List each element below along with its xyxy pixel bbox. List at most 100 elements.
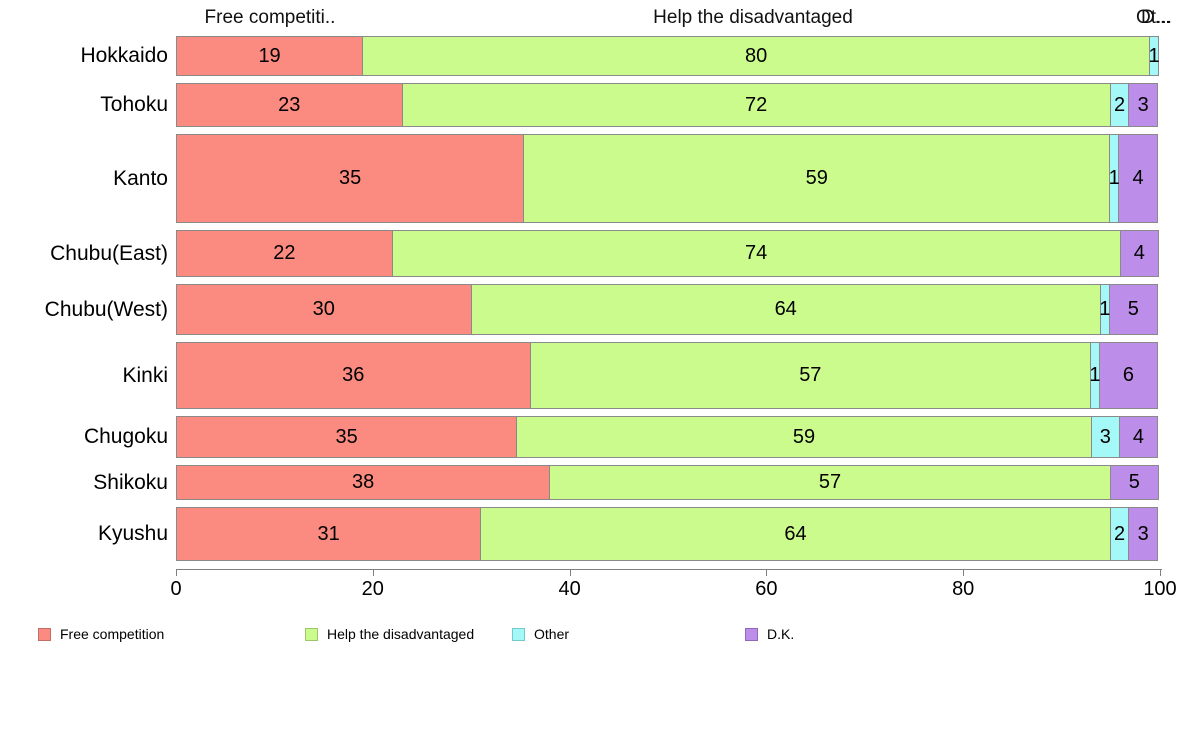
bar-row-chubu-west: Chubu(West)306415 <box>0 284 1188 335</box>
bar-row-chugoku: Chugoku 35 59 34 <box>0 416 1188 458</box>
segment-other: 1 <box>1149 36 1159 76</box>
stacked-bar: 306415 <box>176 284 1161 335</box>
segment-help-the-disadvantaged: 64 <box>471 284 1101 335</box>
stacked-bar: 35 59 34 <box>176 416 1161 458</box>
x-axis-tick <box>570 569 571 576</box>
segment-value: 4 <box>1133 426 1144 449</box>
segment-help-the-disadvantaged: 80 <box>362 36 1150 76</box>
segment-d-k: 3 <box>1128 507 1158 561</box>
x-axis-tick-label: 40 <box>558 578 580 601</box>
category-label-hokkaido: Hokkaido <box>0 36 168 76</box>
column-header-help-the-disadvantaged: Help the disadvantaged <box>653 7 853 29</box>
legend-label: Help the disadvantaged <box>327 626 474 642</box>
segment-value: 3 <box>1138 94 1149 117</box>
segment-free-competition: 38 <box>176 465 550 500</box>
legend-swatch-d-k <box>745 628 758 641</box>
segment-value: 38 <box>352 471 374 494</box>
x-axis-tick <box>176 569 177 576</box>
x-axis-tick-label: 80 <box>952 578 974 601</box>
segment-value: 2 <box>1114 523 1125 546</box>
segment-d-k: 3 <box>1128 83 1158 127</box>
segment-value: 3 <box>1138 523 1149 546</box>
segment-value: 64 <box>784 523 806 546</box>
segment-help-the-disadvantaged: 59 <box>523 134 1110 223</box>
segment-value: 35 <box>336 426 358 449</box>
column-header-free-competition: Free competiti.. <box>205 7 336 29</box>
segment-help-the-disadvantaged: 74 <box>392 230 1121 277</box>
category-label-chubu-west: Chubu(West) <box>0 284 168 335</box>
segment-free-competition: 19 <box>176 36 363 76</box>
segment-value: 59 <box>793 426 815 449</box>
category-label-kinki: Kinki <box>0 342 168 409</box>
segment-value: 72 <box>745 94 767 117</box>
segment-d-k: 4 <box>1119 416 1158 458</box>
legend-label: D.K. <box>767 626 794 642</box>
x-axis-tick-label: 100 <box>1143 578 1176 601</box>
legend-swatch-other <box>512 628 525 641</box>
x-axis-tick <box>1160 569 1161 576</box>
legend-label: Free competition <box>60 626 164 642</box>
segment-value: 4 <box>1133 167 1144 190</box>
category-label-shikoku: Shikoku <box>0 465 168 500</box>
segment-value: 59 <box>806 167 828 190</box>
segment-help-the-disadvantaged: 64 <box>480 507 1110 561</box>
segment-help-the-disadvantaged: 72 <box>402 83 1111 127</box>
x-axis-tick <box>963 569 964 576</box>
bar-row-kanto: Kanto355914 <box>0 134 1188 223</box>
stacked-bar: 22 74 4 <box>176 230 1161 277</box>
segment-help-the-disadvantaged: 57 <box>530 342 1091 409</box>
segment-value: 6 <box>1123 364 1134 387</box>
segment-value: 36 <box>342 364 364 387</box>
segment-free-competition: 35 <box>176 416 517 458</box>
segment-value: 35 <box>339 167 361 190</box>
segment-value: 64 <box>775 298 797 321</box>
category-label-chubu-east: Chubu(East) <box>0 230 168 277</box>
bar-row-kinki: Kinki 36 57 16 <box>0 342 1188 409</box>
segment-value: 57 <box>819 471 841 494</box>
x-axis-tick-label: 20 <box>362 578 384 601</box>
legend-swatch-free-competition <box>38 628 51 641</box>
bar-row-hokkaido: Hokkaido 19 80 1 <box>0 36 1188 76</box>
segment-d-k: 5 <box>1109 284 1158 335</box>
x-axis-line <box>176 569 1162 570</box>
segment-other: 2 <box>1110 83 1130 127</box>
segment-value: 1 <box>1089 364 1100 387</box>
segment-free-competition: 36 <box>176 342 531 409</box>
segment-other: 3 <box>1091 416 1120 458</box>
segment-value: 22 <box>273 242 295 265</box>
x-axis-tick <box>766 569 767 576</box>
segment-help-the-disadvantaged: 59 <box>516 416 1091 458</box>
bar-row-tohoku: Tohoku237223 <box>0 83 1188 127</box>
x-axis-tick <box>373 569 374 576</box>
bar-row-kyushu: Kyushu316423 <box>0 507 1188 561</box>
segment-value: 57 <box>799 364 821 387</box>
stacked-bar: 316423 <box>176 507 1161 561</box>
segment-help-the-disadvantaged: 57 <box>549 465 1110 500</box>
segment-d-k: 4 <box>1118 134 1158 223</box>
category-label-kyushu: Kyushu <box>0 507 168 561</box>
segment-value: 19 <box>258 45 280 68</box>
segment-value: 1 <box>1109 167 1120 190</box>
category-label-chugoku: Chugoku <box>0 416 168 458</box>
segment-value: 4 <box>1134 242 1145 265</box>
segment-d-k: 4 <box>1120 230 1159 277</box>
segment-value: 30 <box>313 298 335 321</box>
segment-d-k: 6 <box>1099 342 1158 409</box>
bar-row-shikoku: Shikoku 38 57 5 <box>0 465 1188 500</box>
stacked-bar: 38 57 5 <box>176 465 1161 500</box>
stacked-bar: 19 80 1 <box>176 36 1161 76</box>
stacked-bar: 35 59 14 <box>176 134 1161 223</box>
chart-page: Free competiti.. Help the disadvantaged … <box>0 0 1188 736</box>
column-header-other-truncated: Ot... <box>1136 7 1172 29</box>
segment-other: 2 <box>1110 507 1130 561</box>
x-axis-tick-label: 0 <box>170 578 181 601</box>
segment-d-k: 5 <box>1110 465 1159 500</box>
category-label-tohoku: Tohoku <box>0 83 168 127</box>
segment-value: 5 <box>1128 298 1139 321</box>
segment-value: 80 <box>745 45 767 68</box>
segment-free-competition: 22 <box>176 230 393 277</box>
legend-label: Other <box>534 626 569 642</box>
legend: Free competition Help the disadvantaged Ot… <box>0 626 1188 646</box>
segment-free-competition: 35 <box>176 134 524 223</box>
legend-swatch-help-the-disadvantaged <box>305 628 318 641</box>
